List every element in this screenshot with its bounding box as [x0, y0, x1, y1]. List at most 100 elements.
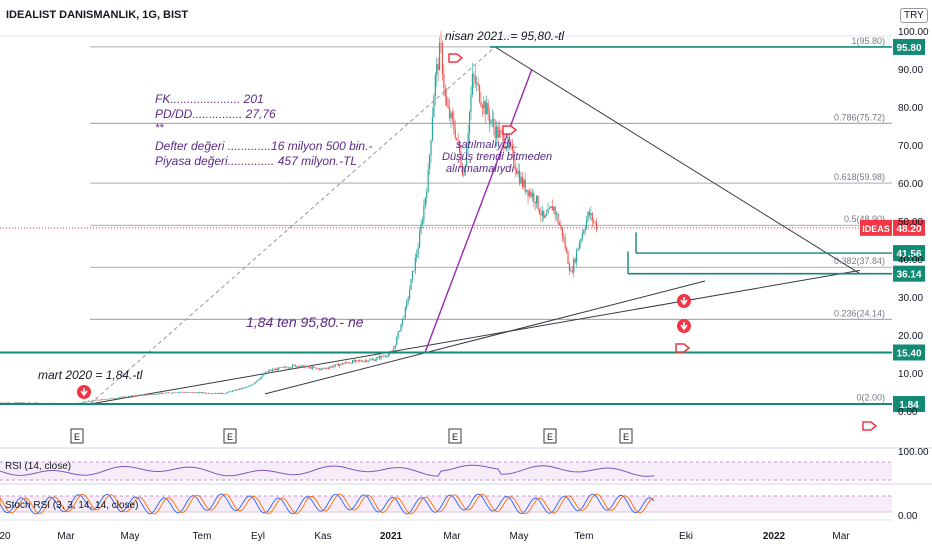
- candle-body: [380, 355, 382, 359]
- candle-body: [406, 301, 408, 308]
- earnings-marker-label: E: [74, 432, 80, 442]
- candle-body: [497, 126, 499, 138]
- level-price-label: 95.80: [896, 43, 921, 54]
- candle-body: [588, 211, 591, 216]
- candle-body: [109, 398, 111, 400]
- candle-body: [97, 399, 100, 401]
- currency-badge[interactable]: TRY: [900, 8, 928, 23]
- candle-body: [560, 225, 562, 228]
- last-price-label: 48.20: [896, 224, 921, 235]
- candle-body: [257, 379, 259, 381]
- candle-body: [514, 164, 516, 171]
- stars-annotation: **: [155, 122, 164, 134]
- candle-body: [486, 102, 488, 115]
- fib-level-label: 0(2.00): [856, 392, 885, 402]
- candle-body: [134, 395, 137, 397]
- candle-body: [360, 360, 362, 362]
- candle-body: [397, 331, 399, 338]
- candle-body: [323, 368, 325, 369]
- candles-layer: [0, 31, 598, 406]
- candle-body: [249, 385, 251, 387]
- earnings-marker: [223, 428, 237, 444]
- candle-body: [524, 179, 526, 192]
- candle-body: [166, 392, 168, 394]
- candle-body: [157, 393, 160, 395]
- price-tick-label: 80.00: [898, 103, 923, 114]
- candle-body: [127, 396, 130, 397]
- candle-body: [277, 367, 279, 371]
- price-tick-label: 100.00: [898, 27, 929, 38]
- candle-body: [528, 191, 531, 197]
- long-channel-bottom: [89, 269, 861, 405]
- candle-body: [471, 74, 474, 95]
- candle-body: [544, 215, 546, 218]
- candle-body: [581, 233, 583, 240]
- level-price-badge: [893, 38, 925, 55]
- candle-body: [401, 318, 404, 325]
- candle-body: [446, 96, 448, 106]
- candle-body: [433, 95, 435, 118]
- candle-body: [334, 364, 336, 366]
- price-axis[interactable]: 100.00 90.00 80.00 70.00 60.00 50.00 40.00 30.0…: [898, 27, 929, 418]
- candle-body: [144, 394, 147, 396]
- candle-body: [546, 213, 548, 216]
- candle-body: [567, 252, 569, 264]
- candle-body: [403, 317, 405, 319]
- candle-body: [379, 356, 381, 359]
- candle-body: [236, 389, 238, 391]
- price-tick-label: 30.00: [898, 293, 923, 304]
- candle-body: [222, 392, 224, 394]
- candle-body: [197, 392, 199, 394]
- candle-body: [126, 396, 128, 398]
- rsi-band: [0, 462, 892, 480]
- candle-body: [517, 170, 519, 174]
- candle-body: [103, 399, 105, 400]
- candle-body: [343, 363, 345, 365]
- candle-body: [590, 213, 592, 216]
- candle-body: [281, 367, 284, 368]
- candle-body: [538, 209, 541, 214]
- candle-body: [387, 354, 389, 357]
- candle-body: [133, 396, 135, 397]
- candle-body: [366, 360, 368, 362]
- candle-body: [234, 389, 237, 391]
- candle-body: [162, 392, 164, 394]
- candle-body: [346, 362, 348, 363]
- candle-body: [580, 239, 582, 243]
- pointing-hand-icon: [862, 421, 878, 431]
- candle-body: [5, 402, 7, 404]
- candle-body: [173, 392, 175, 394]
- candle-body: [575, 250, 578, 263]
- candle-body: [448, 107, 451, 119]
- candle-body: [585, 219, 588, 229]
- candle-body: [136, 395, 138, 396]
- candle-body: [354, 360, 356, 362]
- time-tick-label: Mar: [443, 531, 461, 542]
- price-tick-label: 0.00: [898, 407, 918, 418]
- candle-body: [339, 364, 341, 367]
- candle-body: [351, 360, 354, 364]
- candle-body: [568, 263, 571, 272]
- candle-body: [506, 147, 508, 149]
- time-tick-label: Eki: [679, 531, 693, 542]
- symbol-label: IDEAS: [862, 224, 890, 234]
- level-price-badge: [893, 265, 925, 282]
- candle-body: [570, 270, 572, 272]
- candle-body: [440, 43, 442, 44]
- candle-body: [100, 399, 102, 401]
- level-price-badge: [893, 344, 925, 361]
- time-axis[interactable]: 20 Mar May Tem Eyl Kas 2021 Mar May Tem Eki 2022 Mar: [0, 519, 892, 542]
- candle-body: [554, 206, 556, 215]
- candle-body: [434, 75, 436, 96]
- candle-body: [541, 210, 543, 216]
- candle-body: [93, 400, 95, 401]
- candle-body: [174, 392, 177, 394]
- candle-body: [239, 388, 241, 390]
- candle-body: [262, 374, 264, 377]
- stoch-tick: 0.00: [898, 511, 918, 522]
- candle-body: [200, 392, 202, 394]
- candle-body: [194, 392, 197, 393]
- indicator-panes[interactable]: RSI (14, close) 100.00 Stoch RSI (3, 3, 14…: [0, 447, 932, 522]
- level-price-badge: [893, 396, 925, 413]
